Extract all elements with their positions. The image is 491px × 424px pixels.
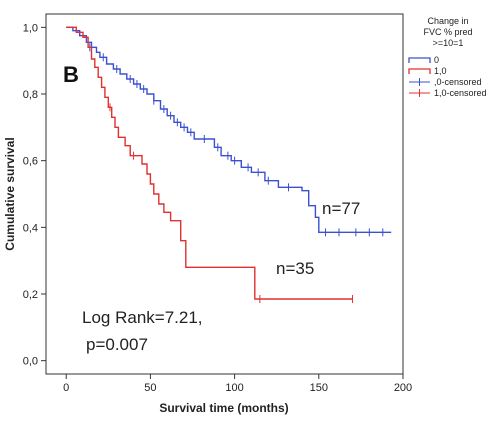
y-tick-label: 0,2 (23, 289, 38, 301)
n-blue-annotation: n=77 (322, 199, 360, 218)
y-tick-label: 1,0 (23, 22, 38, 34)
x-axis-ticks: 0 50 100 150 200 (63, 374, 412, 394)
plot-frame (45, 13, 404, 375)
survival-curve-series-1 (66, 26, 353, 300)
legend-entry: 1,0-censored (409, 88, 487, 98)
legend-entry: 1,0 (408, 66, 447, 76)
y-axis-ticks: 0,0 0,2 0,4 0,6 0,8 1,0 (23, 22, 46, 368)
panel-label: B (63, 62, 79, 87)
y-axis-title: Cumulative survival (3, 137, 17, 250)
y-tick-label: 0,0 (23, 356, 38, 368)
legend-label: 1,0-censored (434, 88, 487, 98)
y-tick-label: 0,8 (23, 89, 38, 101)
series-layer (66, 26, 392, 303)
legend-entry: ,0-censored (409, 77, 482, 87)
y-tick-label: 0,4 (23, 222, 38, 234)
x-tick-label: 200 (394, 382, 412, 394)
legend-entry: 0 (408, 55, 439, 65)
pvalue-annotation: p=0.007 (86, 335, 148, 354)
survival-curve-series-0 (66, 26, 392, 233)
logrank-annotation: Log Rank=7.21, (82, 308, 203, 327)
x-tick-label: 100 (225, 382, 243, 394)
legend-title-line-2: FVC % pred (423, 27, 472, 37)
legend-label: ,0-censored (434, 77, 482, 87)
x-axis-title: Survival time (months) (159, 401, 288, 415)
legend: Change in FVC % pred >=10=1 01,0,0-censo… (408, 16, 487, 98)
x-tick-label: 0 (63, 382, 69, 394)
legend-title-line-1: Change in (427, 16, 468, 26)
x-tick-label: 50 (144, 382, 156, 394)
legend-label: 0 (434, 55, 439, 65)
x-tick-label: 150 (310, 382, 328, 394)
n-red-annotation: n=35 (276, 259, 314, 278)
legend-line-swatch (408, 68, 431, 74)
y-tick-label: 0,6 (23, 156, 38, 168)
legend-label: 1,0 (434, 66, 447, 76)
legend-title-line-3: >=10=1 (433, 38, 464, 48)
legend-line-swatch (408, 57, 431, 63)
